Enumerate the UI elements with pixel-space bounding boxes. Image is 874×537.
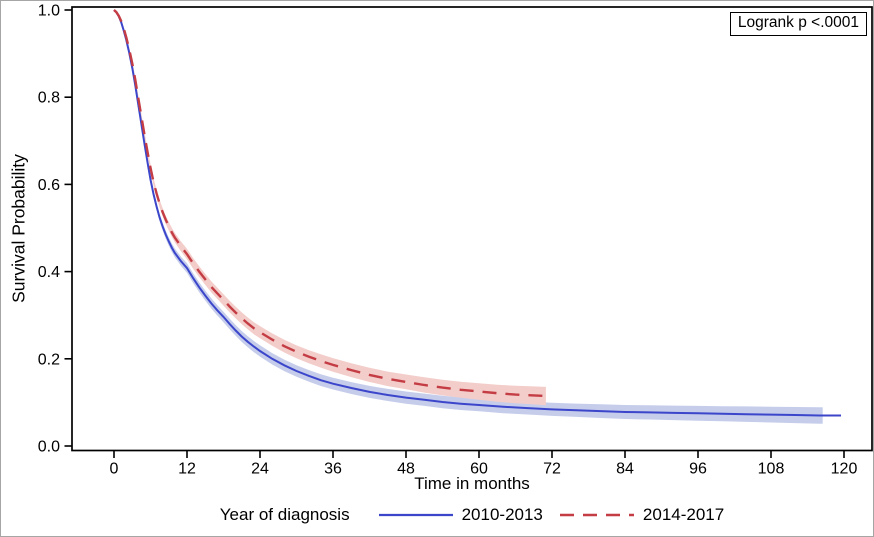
survival-curve-2010-2013 xyxy=(113,9,841,417)
y-tick-label: 1.0 xyxy=(38,3,60,20)
legend-item-2014-2017: 2014-2017 xyxy=(559,505,724,525)
legend-title: Year of diagnosis xyxy=(219,505,350,524)
plot-frame xyxy=(71,6,873,452)
legend-item-2010-2013: 2010-2013 xyxy=(378,505,543,525)
x-tick-label: 12 xyxy=(178,461,196,478)
x-tick-label: 0 xyxy=(110,461,119,478)
x-axis-title: Time in months xyxy=(414,474,530,493)
x-tick-label: 108 xyxy=(758,461,785,478)
dashed-line-swatch xyxy=(559,513,634,517)
x-tick-label: 60 xyxy=(470,461,488,478)
survival-curve-2014-2017 xyxy=(113,9,551,398)
y-axis-title: Survival Probability xyxy=(8,154,29,303)
y-tick-label: 0.6 xyxy=(38,177,60,194)
logrank-annotation: Logrank p <.0001 xyxy=(729,12,867,36)
x-tick-label: 96 xyxy=(689,461,707,478)
x-tick-label: 120 xyxy=(831,461,858,478)
solid-line-swatch xyxy=(378,513,453,517)
y-tick-label: 0.8 xyxy=(38,90,60,107)
x-tick-label: 36 xyxy=(324,461,342,478)
x-tick-label: 72 xyxy=(543,461,561,478)
y-tick-label: 0.4 xyxy=(38,264,60,281)
legend-label-2014-2017: 2014-2017 xyxy=(642,505,725,524)
confidence-band-2010-2013 xyxy=(114,10,823,424)
legend-label-2010-2013: 2010-2013 xyxy=(461,505,543,524)
x-tick-label: 84 xyxy=(616,461,634,478)
x-tick-label: 48 xyxy=(397,461,415,478)
y-tick-label: 0.0 xyxy=(38,439,60,456)
x-tick-label: 24 xyxy=(251,461,269,478)
y-tick-label: 0.2 xyxy=(38,351,60,368)
confidence-band-2014-2017 xyxy=(114,10,546,406)
legend: Year of diagnosis 2010-2013 2014-2017 xyxy=(72,505,872,525)
